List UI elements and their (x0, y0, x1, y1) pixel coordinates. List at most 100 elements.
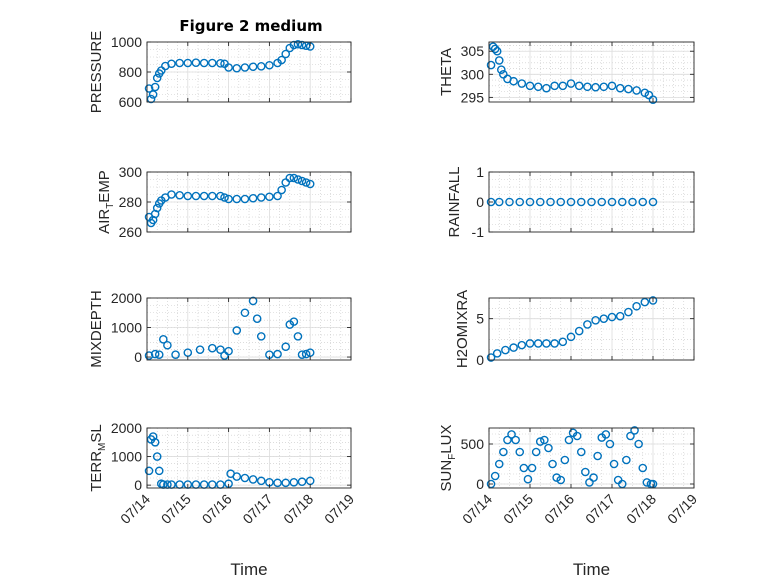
x-axis-label: Time (230, 560, 267, 579)
data-point (624, 84, 633, 94)
y-tick-label: 2000 (111, 290, 142, 306)
data-point (167, 190, 176, 199)
data-point (486, 197, 496, 207)
data-point (281, 342, 291, 352)
data-point (634, 439, 643, 449)
data-point (507, 430, 516, 439)
data-point (599, 314, 609, 323)
data-point (240, 194, 250, 204)
data-point (285, 173, 295, 183)
data-point (632, 301, 641, 311)
series-points (144, 39, 315, 104)
data-point (533, 339, 543, 348)
x-tick-label: 07/19 (664, 491, 700, 527)
data-point (583, 320, 592, 329)
subplot-h2omixra: 0 5 H2OMIXRA (454, 290, 695, 368)
data-point (232, 326, 242, 335)
data-point (531, 447, 541, 457)
data-point (191, 58, 201, 68)
data-point (224, 346, 233, 356)
data-point (175, 58, 184, 68)
data-point (252, 314, 262, 323)
data-point (556, 475, 566, 485)
data-point (517, 79, 527, 88)
data-point (232, 472, 242, 481)
x-tick-label: 07/18 (623, 491, 659, 527)
data-point (273, 191, 282, 201)
data-point (248, 475, 258, 484)
data-point (525, 339, 535, 348)
y-tick-label: 1000 (111, 34, 142, 50)
data-point (216, 345, 225, 354)
data-point (490, 471, 500, 481)
axes-box (488, 41, 695, 103)
axes-box (146, 297, 352, 361)
subplot-rainfall: -1 0 1 RAINFALL (446, 164, 695, 240)
data-point (617, 197, 627, 207)
data-point (550, 81, 559, 91)
data-point (494, 459, 504, 469)
data-point (499, 447, 508, 457)
data-point (607, 197, 617, 207)
data-point (558, 81, 568, 91)
data-point (256, 476, 266, 486)
x-tick-label: 07/14 (117, 491, 153, 527)
data-point (152, 452, 162, 461)
data-point (301, 178, 311, 187)
data-point (301, 349, 311, 359)
data-point (289, 173, 299, 183)
data-point (159, 335, 168, 344)
data-point (615, 311, 625, 321)
data-point (199, 58, 209, 68)
data-point (293, 39, 303, 49)
data-point (535, 197, 545, 207)
data-point (224, 63, 233, 72)
data-point (492, 46, 502, 56)
y-axis-label: THETA (438, 48, 455, 96)
y-axis-label: SUNFLUX (438, 425, 458, 492)
data-point (163, 340, 172, 350)
data-point (574, 81, 584, 91)
grid (489, 171, 694, 233)
y-tick-label: 1 (476, 164, 484, 180)
data-point (144, 84, 154, 93)
data-point (216, 191, 225, 201)
data-point (297, 477, 307, 487)
y-tick-label: 300 (119, 164, 143, 180)
axes-box (488, 297, 695, 361)
data-point (150, 82, 160, 92)
data-point (589, 473, 598, 482)
data-point (607, 81, 617, 91)
y-axis-label: PRESSURE (88, 31, 105, 114)
data-point (581, 467, 590, 477)
y-tick-label: 300 (461, 66, 485, 82)
data-point (517, 340, 527, 350)
data-point (486, 353, 496, 362)
data-point (232, 63, 242, 73)
data-point (216, 59, 225, 68)
data-point (144, 351, 154, 360)
data-point (550, 339, 559, 348)
data-point (494, 197, 504, 207)
subplot-theta: 295 300 305 THETA (438, 41, 695, 105)
data-point (638, 463, 648, 473)
x-tick-label: 07/18 (280, 491, 316, 527)
data-point (566, 197, 576, 207)
data-point (289, 317, 299, 326)
data-point (171, 350, 180, 359)
y-tick-label: 295 (461, 89, 485, 105)
data-point (297, 176, 307, 186)
data-point (535, 437, 545, 446)
data-point (546, 197, 555, 207)
data-point (519, 463, 529, 473)
data-point (630, 426, 639, 435)
data-point (248, 193, 258, 203)
y-axis-label: RAINFALL (446, 167, 463, 238)
subplot-mixdepth: 0 1000 2000 MIXDEPTH (88, 290, 352, 368)
y-tick-label: 0 (476, 352, 484, 368)
data-point (496, 65, 506, 74)
data-point (144, 466, 154, 476)
y-axis-label: AIRTEMP (96, 170, 116, 234)
